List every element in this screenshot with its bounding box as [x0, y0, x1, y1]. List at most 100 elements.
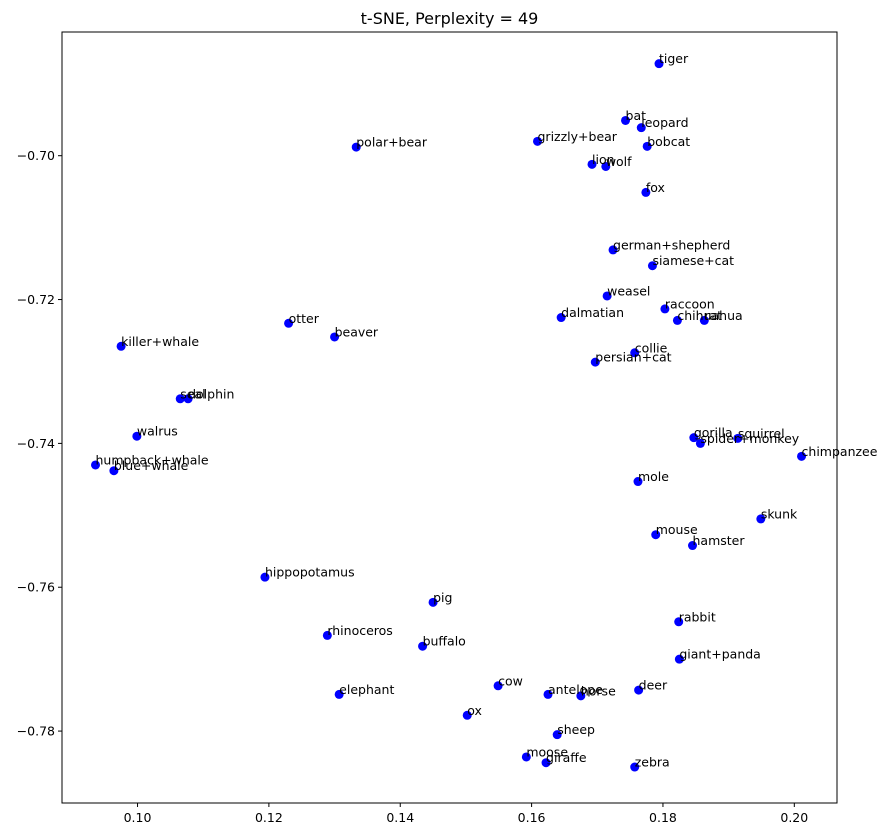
point-chimpanzee [797, 451, 807, 461]
point-hippopotamus [260, 572, 270, 582]
point-label-wolf: wolf [606, 154, 632, 169]
point-label-buffalo: buffalo [423, 634, 466, 649]
point-humpback+whale [90, 460, 100, 470]
point-seal [175, 394, 185, 404]
data-points [90, 59, 807, 772]
y-tick-label: −0.74 [17, 436, 55, 451]
point-spider+monkey [695, 438, 705, 448]
point-elephant [334, 689, 344, 699]
x-tick-label: 0.16 [518, 810, 546, 825]
point-label-rhinoceros: rhinoceros [327, 623, 392, 638]
point-dalmatian [556, 313, 566, 323]
point-label-dalmatian: dalmatian [561, 305, 624, 320]
point-rhinoceros [322, 630, 332, 640]
point-bobcat [642, 141, 652, 151]
x-tick-label: 0.18 [649, 810, 677, 825]
point-label-german+shepherd: german+shepherd [613, 237, 730, 252]
x-tick-label: 0.20 [780, 810, 808, 825]
point-label-hippopotamus: hippopotamus [265, 565, 355, 580]
point-rat [699, 315, 709, 325]
point-label-skunk: skunk [761, 506, 798, 521]
point-pig [428, 597, 438, 607]
point-gorilla [689, 433, 699, 443]
point-label-collie: collie [635, 340, 668, 355]
point-label-giraffe: giraffe [546, 750, 587, 765]
point-label-sheep: sheep [557, 722, 595, 737]
y-axis: −0.78 −0.76 −0.74 −0.72 −0.70 [17, 148, 62, 739]
point-label-weasel: weasel [607, 283, 650, 298]
point-label-beaver: beaver [335, 324, 379, 339]
point-rabbit [674, 617, 684, 627]
point-label-killer+whale: killer+whale [121, 334, 199, 349]
point-horse [576, 691, 586, 701]
point-label-deer: deer [639, 678, 668, 693]
y-tick-label: −0.78 [17, 724, 55, 739]
point-label-pig: pig [433, 590, 452, 605]
point-label-mole: mole [638, 469, 669, 484]
point-label-polar+bear: polar+bear [356, 135, 428, 150]
point-label-rat: rat [704, 308, 722, 323]
point-polar+bear [351, 142, 361, 152]
point-zebra [630, 762, 640, 772]
point-siamese+cat [647, 261, 657, 271]
point-walrus [132, 431, 142, 441]
point-tiger [654, 59, 664, 69]
x-tick-label: 0.14 [386, 810, 414, 825]
point-label-blue+whale: blue+whale [114, 458, 189, 473]
point-label-moose: moose [526, 744, 568, 759]
point-label-hamster: hamster [693, 533, 746, 548]
point-fox [641, 187, 651, 197]
point-buffalo [418, 641, 428, 651]
point-wolf [601, 161, 611, 171]
y-tick-label: −0.76 [17, 580, 55, 595]
point-blue+whale [109, 466, 119, 476]
point-bat [621, 115, 631, 125]
point-label-antelope: antelope [548, 682, 603, 697]
x-axis: 0.10 0.12 0.14 0.16 0.18 0.20 [124, 803, 808, 825]
point-label-chimpanzee: chimpanzee [802, 444, 878, 459]
point-label-bobcat: bobcat [647, 134, 690, 149]
point-label-cow: cow [498, 673, 523, 688]
point-label-seal: seal [180, 386, 205, 401]
point-label-raccoon: raccoon [665, 296, 715, 311]
point-grizzly+bear [533, 136, 543, 146]
point-label-mouse: mouse [656, 522, 698, 537]
point-label-leopard: leopard [641, 115, 688, 130]
point-giant+panda [674, 654, 684, 664]
chart-title: t-SNE, Perplexity = 49 [361, 9, 539, 28]
point-cow [493, 681, 503, 691]
point-label-siamese+cat: siamese+cat [652, 253, 734, 268]
point-mouse [651, 530, 661, 540]
point-label-ox: ox [467, 703, 482, 718]
point-sheep [552, 730, 562, 740]
point-label-walrus: walrus [137, 424, 178, 439]
point-label-bat: bat [626, 108, 647, 123]
point-label-dolphin: dolphin [188, 386, 234, 401]
point-label-spider+monkey: spider+monkey [700, 431, 799, 446]
point-label-gorilla: gorilla [694, 425, 733, 440]
point-label-giant+panda: giant+panda [679, 647, 760, 662]
point-chihuahua [672, 315, 682, 325]
point-deer [634, 685, 644, 695]
point-label-tiger: tiger [659, 51, 689, 66]
point-label-persian+cat: persian+cat [595, 350, 671, 365]
point-persian+cat [590, 357, 600, 367]
point-lion [587, 159, 597, 169]
point-dolphin [183, 394, 193, 404]
point-mole [633, 477, 643, 487]
point-label-humpback+whale: humpback+whale [95, 452, 208, 467]
point-label-horse: horse [581, 683, 616, 698]
point-label-fox: fox [646, 180, 665, 195]
point-ox [462, 710, 472, 720]
point-raccoon [660, 304, 670, 314]
point-label-grizzly+bear: grizzly+bear [538, 129, 618, 144]
point-label-elephant: elephant [339, 682, 394, 697]
y-tick-label: −0.70 [17, 148, 55, 163]
point-leopard [636, 123, 646, 133]
point-killer+whale [116, 341, 126, 351]
x-tick-label: 0.12 [255, 810, 283, 825]
point-weasel [602, 291, 612, 301]
